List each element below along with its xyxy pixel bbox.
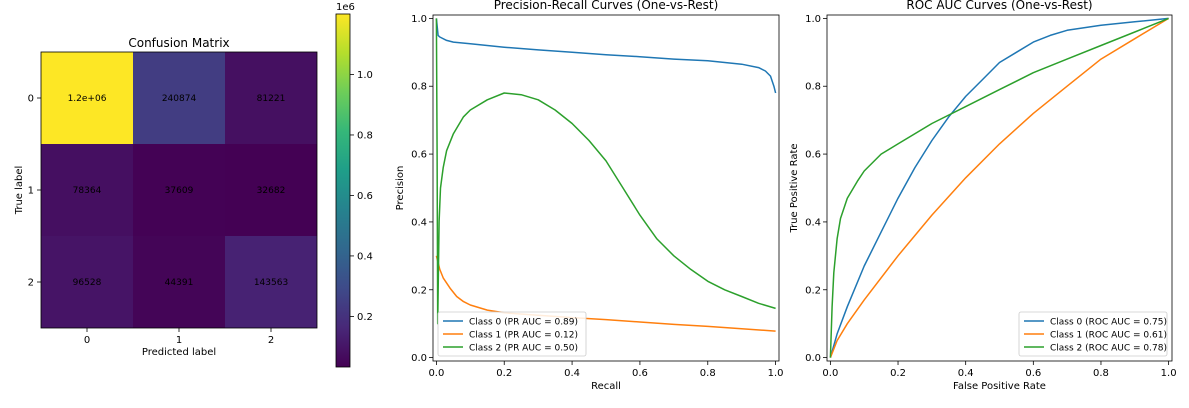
y-tick-label: 0.6: [805, 150, 821, 161]
matrix-cell-label: 240874: [162, 94, 197, 104]
x-tick-label: 0.0: [428, 368, 444, 379]
y-tick-label: 0.6: [411, 150, 427, 161]
legend-entry: Class 1 (PR AUC = 0.12): [469, 331, 578, 341]
confusion-matrix-title: Confusion Matrix: [128, 36, 229, 50]
matrix-cell: [41, 236, 133, 328]
matrix-cell: [225, 144, 317, 236]
x-axis-label: False Positive Rate: [953, 381, 1046, 392]
x-axis-label: Predicted label: [142, 347, 216, 358]
legend-box: [1018, 311, 1168, 357]
matrix-cell-label: 1.2e+06: [68, 94, 107, 104]
y-tick-label: 0.4: [805, 217, 821, 228]
series-line-class-1: [829, 17, 1169, 358]
colorbar-offset-label: 1e6: [336, 2, 355, 13]
colorbar-tick-label: 0.6: [357, 191, 373, 202]
chart-title: ROC AUC Curves (One-vs-Rest): [906, 0, 1092, 12]
series-line-class-2: [829, 17, 1169, 358]
y-tick-label: 2: [28, 278, 34, 289]
matrix-cell-label: 44391: [165, 278, 194, 288]
matrix-cell-label: 96528: [73, 278, 102, 288]
x-tick-label: 0.8: [700, 368, 716, 379]
y-axis-label: Precision: [395, 166, 406, 211]
y-tick-label: 0.8: [411, 82, 427, 93]
matrix-cell-label: 81221: [257, 94, 286, 104]
series-line-class-0: [829, 17, 1169, 358]
matrix-cell: [41, 144, 133, 236]
colorbar-tick-label: 0.4: [357, 251, 373, 262]
plot-frame: [432, 14, 780, 362]
matrix-cell: [133, 236, 225, 328]
series-line-class-2: [435, 18, 776, 325]
matrix-cell: [133, 144, 225, 236]
y-tick-label: 1: [28, 186, 34, 197]
y-tick-label: 0.0: [805, 353, 821, 364]
matrix-cell: [225, 236, 317, 328]
y-tick-label: 0.0: [411, 353, 427, 364]
y-tick-label: 0.2: [411, 285, 427, 296]
matrix-cell: [133, 52, 225, 144]
matrix-cell: [41, 52, 133, 144]
y-tick-label: 0.8: [805, 82, 821, 93]
legend-entry: Class 0 (PR AUC = 0.89): [469, 318, 578, 328]
series-line-class-0: [435, 18, 777, 94]
matrix-cell-label: 32682: [257, 186, 286, 196]
plot-frame: [826, 14, 1173, 362]
x-tick-label: 1.0: [1161, 368, 1177, 379]
x-tick-label: 0.2: [890, 368, 906, 379]
colorbar-tick-label: 0.8: [357, 130, 373, 141]
colorbar-tick-label: 1.0: [357, 70, 373, 81]
x-tick-label: 0.6: [632, 368, 648, 379]
y-tick-label: 1.0: [805, 14, 821, 25]
x-tick-label: 1.0: [768, 368, 784, 379]
legend-entry: Class 2 (PR AUC = 0.50): [469, 344, 578, 354]
x-tick-label: 0: [84, 335, 90, 346]
x-axis-label: Recall: [591, 381, 621, 392]
y-tick-label: 0.2: [805, 285, 821, 296]
series-line-class-1: [435, 255, 776, 332]
legend-entry: Class 0 (ROC AUC = 0.75): [1050, 318, 1167, 328]
colorbar-tick-label: 0.2: [357, 312, 373, 323]
y-tick-label: 1.0: [411, 14, 427, 25]
legend-entry: Class 2 (ROC AUC = 0.78): [1050, 344, 1167, 354]
chart-title: Precision-Recall Curves (One-vs-Rest): [494, 0, 719, 12]
matrix-cell: [225, 52, 317, 144]
legend-entry: Class 1 (ROC AUC = 0.61): [1050, 331, 1167, 341]
legend-box: [437, 311, 587, 357]
matrix-cell-label: 37609: [165, 186, 194, 196]
x-tick-label: 0.6: [1025, 368, 1041, 379]
x-tick-label: 2: [268, 335, 274, 346]
x-tick-label: 0.8: [1093, 368, 1109, 379]
matrix-cell-label: 78364: [73, 186, 102, 196]
x-tick-label: 0.0: [822, 368, 838, 379]
colorbar: [335, 13, 351, 368]
x-tick-label: 0.4: [564, 368, 580, 379]
matrix-cell-label: 143563: [254, 278, 288, 288]
y-tick-label: 0.4: [411, 217, 427, 228]
x-tick-label: 1: [176, 335, 182, 346]
y-axis-label: True Positive Rate: [789, 143, 800, 233]
x-tick-label: 0.2: [496, 368, 512, 379]
x-tick-label: 0.4: [958, 368, 974, 379]
y-tick-label: 0: [28, 94, 34, 105]
y-axis-label: True label: [14, 166, 25, 216]
